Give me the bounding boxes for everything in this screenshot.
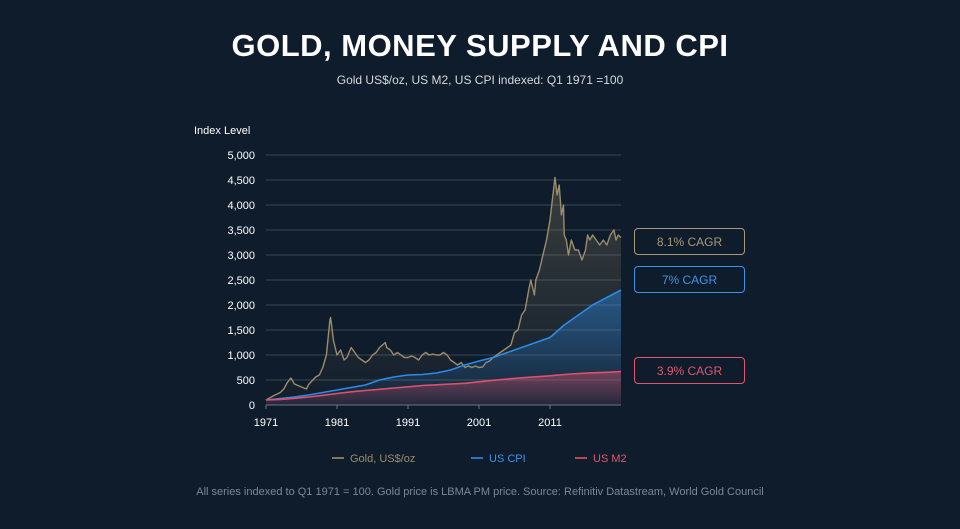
legend-label-gold: Gold, US$/oz xyxy=(350,453,415,465)
x-tick-label: 1971 xyxy=(254,417,278,429)
y-tick-label: 2,000 xyxy=(227,300,255,312)
series-area-m2 xyxy=(266,371,621,405)
source-footnote: All series indexed to Q1 1971 = 100. Gol… xyxy=(196,486,764,498)
y-tick-label: 5,000 xyxy=(227,150,255,162)
x-tick-label: 1991 xyxy=(396,417,420,429)
y-tick-label: 3,500 xyxy=(227,225,255,237)
cagr-annotation-m2: 3.9% CAGR xyxy=(634,357,745,384)
y-tick-label: 0 xyxy=(249,400,255,412)
legend-label-cpi: US CPI xyxy=(489,453,526,465)
y-tick-label: 4,000 xyxy=(227,200,255,212)
legend: Gold, US$/oz US CPI US M2 xyxy=(332,453,627,465)
y-tick-label: 1,000 xyxy=(227,350,255,362)
y-tick-label: 2,500 xyxy=(227,275,255,287)
cagr-label-m2: 3.9% CAGR xyxy=(656,363,723,378)
legend-label-m2: US M2 xyxy=(593,453,627,465)
cagr-label-cpi: 7% CAGR xyxy=(661,272,718,287)
cagr-label-gold: 8.1% CAGR xyxy=(656,234,723,249)
y-tick-label: 3,000 xyxy=(227,250,255,262)
series-line-m2 xyxy=(265,370,622,401)
series-line-gold xyxy=(265,176,622,401)
series-lines xyxy=(265,176,622,401)
series-line-cpi xyxy=(265,289,622,401)
y-tick-label: 4,500 xyxy=(227,175,255,187)
y-tick-label: 1,500 xyxy=(227,325,255,337)
cagr-annotation-cpi: 7% CAGR xyxy=(634,266,745,293)
x-tick-label: 1981 xyxy=(325,417,349,429)
chart-subtitle: Gold US$/oz, US M2, US CPI indexed: Q1 1… xyxy=(336,73,624,87)
x-tick-label: 2001 xyxy=(467,417,491,429)
y-tick-label: 500 xyxy=(237,375,255,387)
x-axis-ticks: 1971 1981 1991 2001 2011 xyxy=(254,405,562,429)
y-axis-label: Index Level xyxy=(194,125,250,137)
y-axis-ticks: 0 500 1,000 1,500 2,000 2,500 3,000 3,500 4,000 4… xyxy=(227,150,255,412)
cagr-annotation-gold: 8.1% CAGR xyxy=(634,228,745,255)
x-tick-label: 2011 xyxy=(538,417,562,429)
chart-title: GOLD, MONEY SUPPLY AND CPI xyxy=(231,28,729,63)
